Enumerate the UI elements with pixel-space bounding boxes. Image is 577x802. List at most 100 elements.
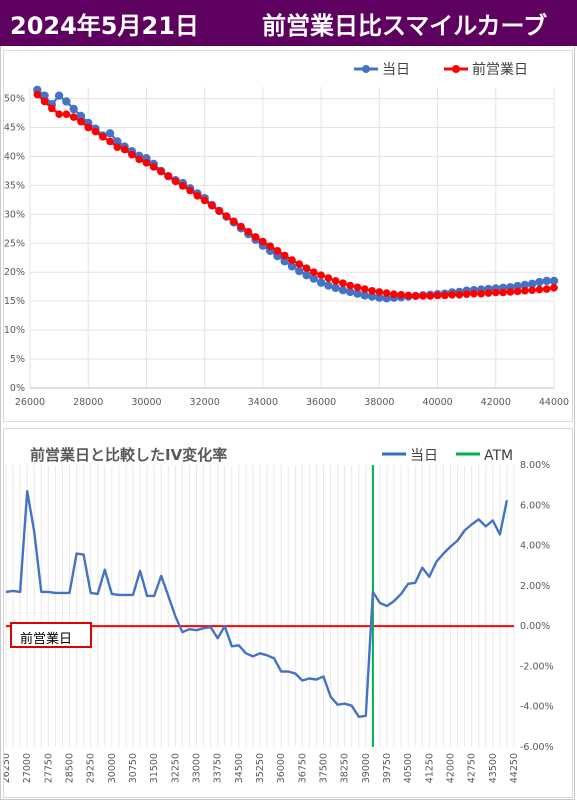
data-point-prev [69,113,78,121]
data-point-prev [237,222,245,231]
y-tick-label: 0.00% [520,621,550,632]
x-tick-label: 39000 [361,753,372,783]
y-tick-labels: 8.00% 6.00% 4.00% 2.00% 0.00% -2.00% -4.00% -6.… [520,460,554,753]
data-point-prev [382,289,391,297]
legend-label-prev: 前営業日 [472,61,528,78]
data-point-prev [426,292,435,300]
data-point-today [62,97,71,106]
data-point-prev [528,286,536,294]
data-point-today [309,274,319,283]
data-point-prev [346,281,355,290]
data-point-prev [288,256,296,264]
x-tick-label: 36750 [297,753,308,783]
x-tick-label: 29250 [86,753,97,783]
data-point-prev [419,292,427,300]
data-point-prev [477,289,486,298]
data-point-today [542,276,551,286]
x-tick-label: 44250 [509,753,520,783]
data-point-today [76,111,86,121]
legend: 当日 ATM [382,448,513,464]
x-tick-label: 42750 [467,753,478,783]
x-tick-label: 44000 [539,397,569,408]
x-tick-label: 30750 [128,753,139,783]
y-tick-label: 4.00% [520,541,550,552]
data-point-prev [375,288,384,296]
y-tick-label: 45% [4,123,25,134]
data-point-today [346,287,355,297]
data-point-today [40,91,49,100]
y-tick-label: 25% [4,238,25,249]
data-point-prev [91,127,100,136]
header-bar: 2024年5月21日 前営業日比スマイルカーブ [0,0,577,46]
data-point-today [367,292,377,301]
data-point-today [353,289,362,298]
data-point-prev [186,186,194,195]
data-point-prev [179,182,187,190]
data-point-prev [84,123,93,132]
data-point-prev [33,90,42,99]
data-point-prev [120,145,129,154]
data-point-today [105,129,115,138]
data-point-prev [441,291,449,300]
smile-curve-panel: 0% 5% 10% 15% 20% 25% 30% 35% 40% 45% 50% 26000 280… [3,50,573,422]
data-point-prev [106,137,114,146]
x-tick-label: 40500 [403,753,414,783]
x-tick-labels: 26000 28000 30000 32000 34000 36000 38000 40000… [15,397,569,408]
legend-marker-prev [452,65,460,73]
legend-marker-today [362,65,370,73]
data-point-prev [302,264,311,272]
x-tick-label: 42000 [481,397,511,408]
y-tick-label: 0% [10,383,25,394]
data-point-prev [470,289,478,298]
data-point-prev [208,201,216,210]
data-point-today [316,278,326,287]
x-tick-label: 32000 [190,397,220,408]
data-point-today [520,280,530,290]
data-point-prev [149,163,158,171]
legend-label-today: 当日 [382,62,410,78]
y-tick-labels: 0% 5% 10% 15% 20% 25% 30% 35% 40% 45% 50% [4,94,25,394]
grid [29,87,555,389]
prev-day-reference-label: 前営業日 [10,622,92,648]
data-point-today [69,104,78,114]
data-point-prev [411,292,420,300]
x-tick-label: 38000 [364,397,394,408]
data-point-today [302,270,311,280]
data-point-prev [542,285,551,293]
legend-label-atm: ATM [484,448,513,464]
data-point-prev [462,290,471,299]
x-tick-label: 35250 [255,753,266,783]
data-point-prev [499,288,507,297]
data-point-today [287,262,297,271]
data-point-prev [193,192,202,200]
data-point-prev [171,177,180,186]
smile-curve-chart: 0% 5% 10% 15% 20% 25% 30% 35% 40% 45% 50% 26000 280… [4,61,569,408]
data-point-prev [353,283,362,292]
data-point-prev [266,242,274,250]
data-point-prev [244,227,253,236]
y-tick-label: 40% [4,151,25,162]
iv-change-chart: 前営業日と比較したIV変化率 8.00% 6.00% 4.00% 2.00% 0.00%… [1,446,554,783]
data-point-today [280,257,289,266]
data-point-prev [135,155,143,164]
data-point-prev [295,260,304,268]
data-point-prev [455,291,464,299]
data-point-prev [62,110,71,119]
data-point-prev [491,288,500,297]
x-tick-label: 36000 [306,397,336,408]
chart-title: 前営業日と比較したIV変化率 [30,446,227,464]
data-point-prev [229,217,238,226]
x-tick-labels: 26250 27000 27750 28500 29250 30000 30750 31500… [1,753,520,783]
data-point-prev [273,247,282,255]
data-point-prev [77,117,85,126]
data-point-prev [521,286,529,295]
data-point-prev [368,286,376,295]
x-tick-label: 26000 [15,397,45,408]
y-tick-label: -4.00% [520,702,554,713]
y-tick-label: 50% [4,94,25,105]
data-point-prev [324,274,333,282]
y-tick-label: 30% [4,209,25,220]
x-tick-label: 30000 [131,397,161,408]
data-point-prev [113,143,122,151]
data-point-prev [550,284,558,292]
